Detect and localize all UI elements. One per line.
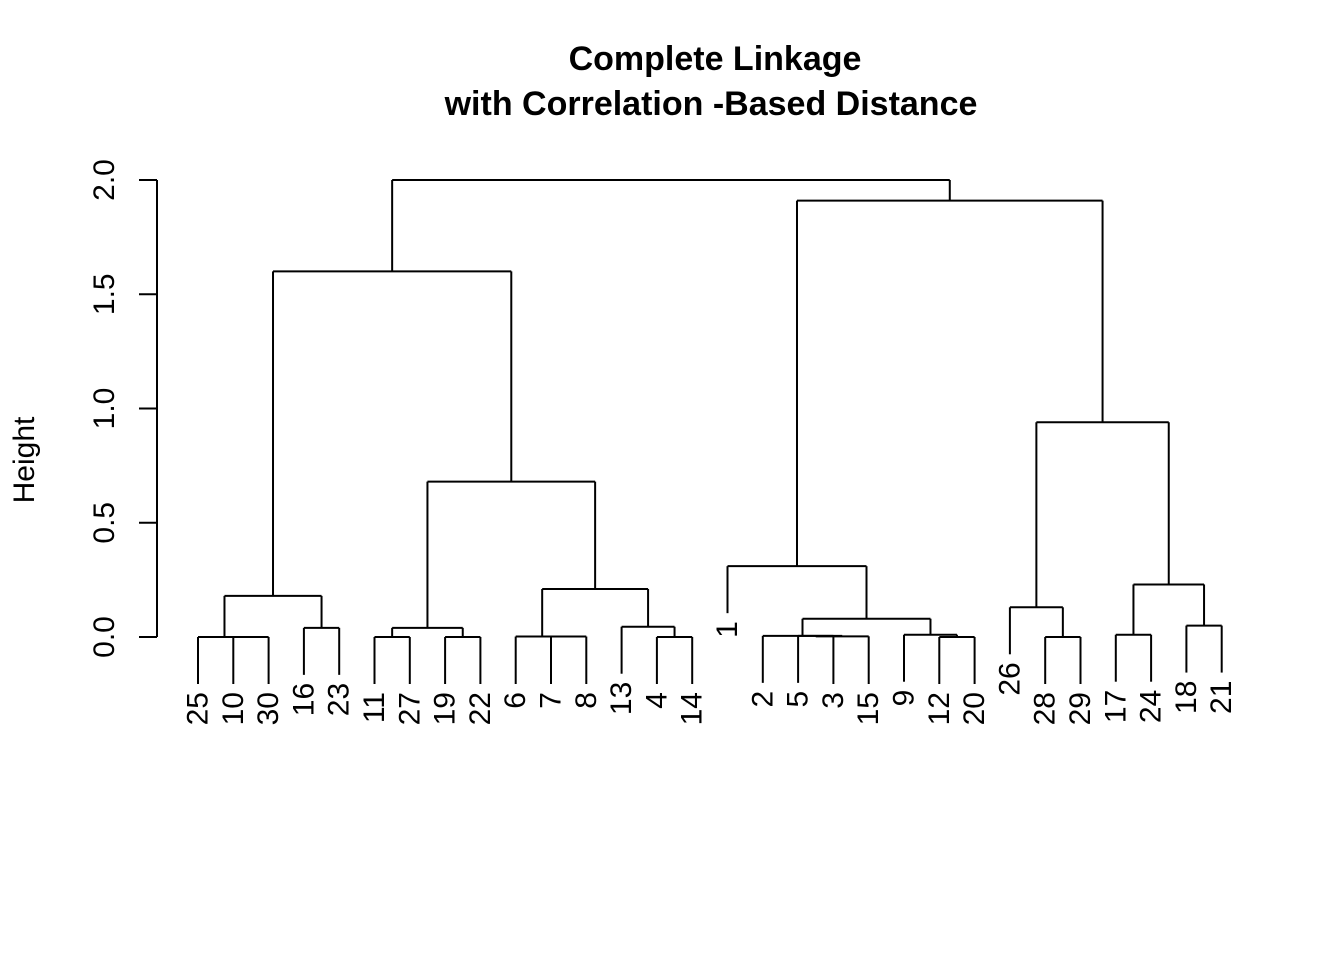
leaf-label: 9 (888, 690, 921, 707)
leaf-label: 5 (782, 691, 815, 708)
dendrogram-branches (197, 179, 1223, 684)
y-axis: 0.0 0.5 1.0 1.5 2.0 (88, 159, 158, 658)
leaf-label: 18 (1170, 681, 1203, 714)
y-tick-label: 2.0 (88, 159, 121, 201)
y-tick-label: 1.5 (88, 273, 121, 315)
leaf-label: 4 (640, 692, 673, 709)
leaf-label: 26 (993, 662, 1026, 695)
leaf-label: 30 (252, 692, 285, 725)
leaf-label: 17 (1099, 690, 1132, 723)
leaf-label: 19 (429, 692, 462, 725)
leaf-label: 12 (923, 692, 956, 725)
leaf-label: 28 (1029, 692, 1062, 725)
y-tick-label: 0.0 (88, 616, 121, 658)
leaf-label: 1 (711, 621, 744, 638)
y-axis-label: Height (8, 416, 41, 503)
y-tick-label: 0.5 (88, 502, 121, 544)
leaf-label: 7 (535, 692, 568, 709)
leaf-label: 24 (1135, 690, 1168, 723)
leaf-label: 23 (323, 683, 356, 716)
leaf-label: 27 (393, 692, 426, 725)
leaf-label: 29 (1064, 692, 1097, 725)
chart-title-line2: with Correlation -Based Distance (444, 85, 978, 123)
leaf-label: 25 (182, 692, 215, 725)
leaf-label: 11 (358, 692, 391, 723)
chart-title-line1: Complete Linkage (569, 40, 862, 78)
leaf-label: 15 (852, 692, 885, 725)
leaf-label: 16 (287, 683, 320, 716)
leaf-label: 3 (817, 692, 850, 709)
leaf-label: 6 (499, 692, 532, 709)
leaf-label: 2 (746, 691, 779, 708)
leaf-label: 22 (464, 692, 497, 725)
leaf-label: 20 (958, 692, 991, 725)
leaf-label: 10 (217, 692, 250, 725)
y-tick-label: 1.0 (88, 388, 121, 430)
leaf-label: 13 (605, 682, 638, 715)
leaf-label: 14 (676, 692, 709, 725)
leaf-label: 8 (570, 692, 603, 709)
leaf-label: 21 (1205, 681, 1238, 714)
